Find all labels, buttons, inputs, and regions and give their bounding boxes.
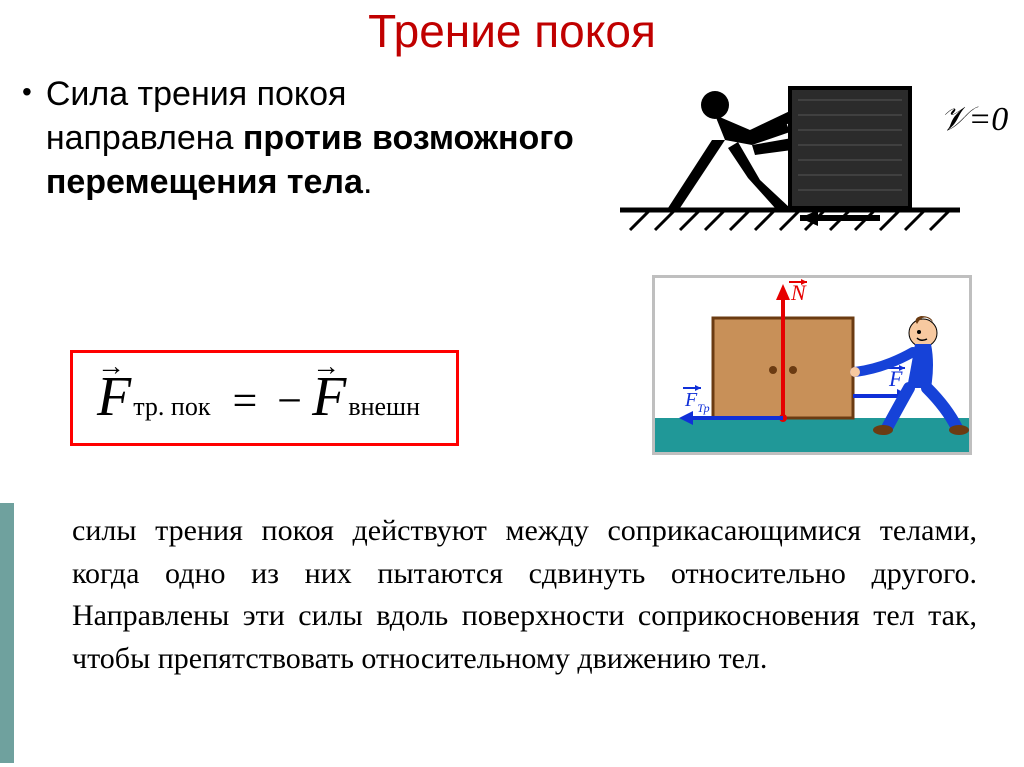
bullet-marker: •	[22, 72, 32, 112]
bullet-line1: Сила трения покоя	[46, 75, 347, 113]
bullet-item: • Сила трения покоя направлена против во…	[22, 72, 582, 205]
formula-sub-left: тр. пок	[133, 392, 210, 422]
vector-arrow-icon: →	[97, 351, 125, 383]
slide-title: Трение покоя	[0, 4, 1024, 58]
bullet-line2-plain: направлена	[46, 119, 243, 157]
formula-box: → F тр. пок = − → F внешн	[70, 350, 459, 446]
formula-F-left: → F	[97, 365, 131, 429]
slide-root: Трение покоя • Сила трения покоя направл…	[0, 0, 1024, 767]
person-icon	[668, 91, 792, 208]
figure1-annotation: 𝒱=0	[940, 101, 1008, 138]
formula-sub-right: внешн	[348, 392, 420, 422]
cartoon-person-icon	[850, 316, 969, 435]
svg-text:N: N	[790, 280, 807, 305]
figure-force-vectors: N F FТр	[652, 275, 972, 455]
formula-minus: −	[277, 375, 302, 426]
formula-F-right: → F	[312, 365, 346, 429]
svg-text:FТр: FТр	[684, 389, 710, 415]
figure2-svg: N F FТр	[655, 278, 969, 452]
vector-arrow-icon: →	[312, 351, 340, 383]
bullet-text: Сила трения покоя направлена против возм…	[46, 72, 582, 205]
figure-push-box: 𝒱=0	[620, 60, 1010, 240]
bottom-paragraph: силы трения покоя действуют между соприк…	[72, 510, 977, 680]
scan-edge-strip	[0, 503, 14, 763]
figure1-svg: 𝒱=0	[620, 60, 1010, 240]
formula-equals: =	[232, 375, 257, 426]
bullet-line2-tail: .	[363, 163, 372, 201]
